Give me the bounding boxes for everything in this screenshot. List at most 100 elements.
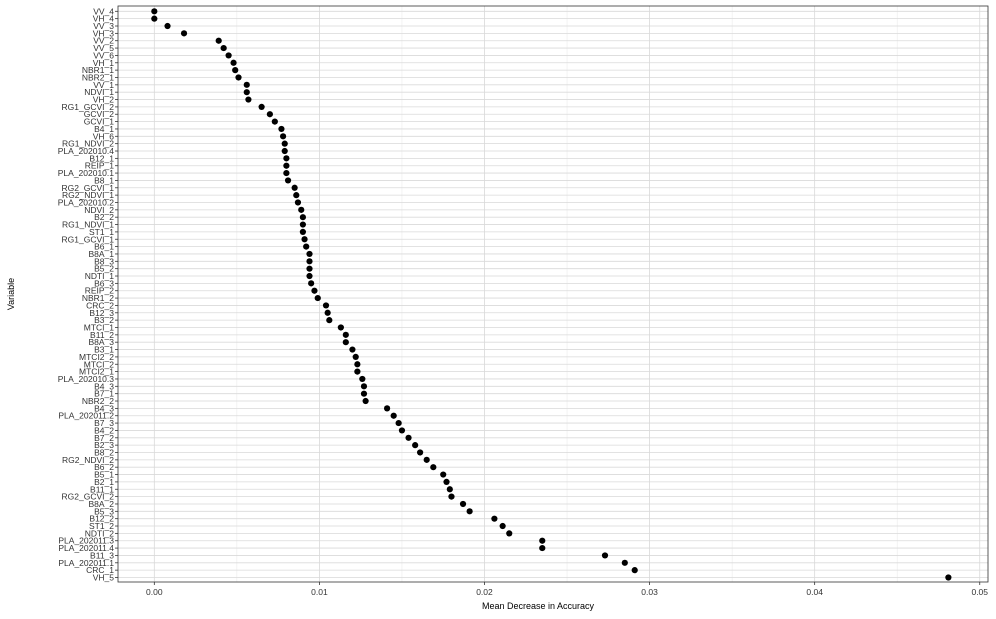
data-point bbox=[945, 574, 952, 581]
data-point bbox=[322, 302, 330, 309]
y-tick-label: VH_4 bbox=[93, 14, 115, 24]
data-point bbox=[258, 103, 265, 110]
data-point bbox=[215, 37, 222, 44]
data-point bbox=[301, 236, 308, 243]
y-tick-label: RG2_NDVI_2 bbox=[62, 455, 114, 465]
data-point bbox=[621, 559, 628, 566]
data-point bbox=[311, 287, 318, 294]
x-tick-label: 0.02 bbox=[476, 587, 493, 597]
data-point bbox=[299, 221, 306, 228]
y-tick-label: VH_3 bbox=[93, 28, 115, 38]
y-tick-label: VH_5 bbox=[93, 573, 115, 583]
data-point bbox=[306, 250, 313, 258]
data-point bbox=[230, 59, 237, 66]
y-tick-label: VV_1 bbox=[93, 80, 114, 90]
data-point bbox=[278, 125, 285, 133]
data-point bbox=[245, 96, 252, 103]
y-tick-label: B7_3 bbox=[94, 418, 114, 428]
data-point bbox=[151, 15, 158, 22]
y-tick-label: B8A_1 bbox=[88, 249, 114, 259]
data-point bbox=[342, 339, 349, 346]
data-point bbox=[283, 155, 290, 162]
data-point bbox=[360, 390, 368, 397]
data-point bbox=[303, 243, 310, 250]
data-point bbox=[539, 544, 546, 552]
y-tick-label: B5_2 bbox=[94, 264, 114, 274]
data-point bbox=[491, 515, 498, 522]
data-point bbox=[417, 449, 424, 456]
data-point bbox=[306, 272, 313, 280]
data-point bbox=[448, 493, 455, 500]
y-tick-label: REIP_2 bbox=[85, 286, 115, 296]
y-tick-label: B12_1 bbox=[89, 153, 114, 163]
y-tick-label: RG2_GCVI_2 bbox=[62, 492, 115, 502]
y-tick-label: B11_1 bbox=[90, 484, 114, 494]
y-tick-label: B8_1 bbox=[94, 175, 114, 185]
y-tick-label: VH_1 bbox=[93, 58, 115, 68]
data-points bbox=[151, 8, 952, 581]
y-tick-label: RG1_NDVI_1 bbox=[62, 220, 114, 230]
x-axis-ticks: 0.00 0.01 0.02 0.03 0.04 0.05 bbox=[146, 582, 988, 597]
y-tick-label: GCVI_2 bbox=[84, 109, 115, 119]
y-tick-label: PLA_202010.2 bbox=[58, 197, 115, 207]
y-tick-label: CRC_1 bbox=[86, 565, 114, 575]
data-point bbox=[352, 353, 359, 361]
y-axis-ticks: VV_4VH_4VV_3VH_3VV_2VV_5VV_6VH_1NBR1_1NB… bbox=[58, 6, 118, 583]
data-point bbox=[283, 169, 290, 177]
data-point bbox=[314, 294, 321, 302]
y-axis-title: Variable bbox=[6, 278, 16, 310]
data-point bbox=[298, 206, 305, 213]
y-tick-label: B2_2 bbox=[94, 212, 114, 222]
data-point bbox=[281, 147, 288, 155]
y-tick-label: PLA_202011.4 bbox=[58, 543, 114, 553]
data-point bbox=[299, 228, 306, 235]
data-point bbox=[440, 471, 447, 478]
data-point bbox=[235, 74, 242, 81]
y-tick-label: MTCI2_1 bbox=[79, 367, 114, 377]
data-point bbox=[326, 317, 333, 324]
y-tick-label: RG2_NDVI_1 bbox=[62, 190, 114, 200]
data-point bbox=[291, 184, 298, 191]
y-tick-label: VH_6 bbox=[93, 131, 115, 141]
grid-major bbox=[118, 6, 988, 582]
y-tick-label: B4_2 bbox=[94, 425, 114, 435]
panel-border bbox=[117, 5, 989, 583]
y-tick-label: B6_3 bbox=[94, 278, 114, 288]
y-tick-label: RG2_GCVI_1 bbox=[62, 183, 115, 193]
data-point bbox=[405, 434, 412, 441]
data-point bbox=[395, 419, 402, 427]
data-point bbox=[383, 405, 391, 412]
y-tick-label: VV_3 bbox=[93, 21, 114, 31]
y-tick-label: B11_3 bbox=[90, 550, 114, 560]
y-tick-label: NDTI_1 bbox=[85, 271, 115, 281]
data-point bbox=[294, 199, 302, 206]
data-point bbox=[499, 522, 506, 530]
y-tick-label: B4_3 bbox=[94, 381, 114, 391]
y-tick-label: PLA_202010.3 bbox=[58, 374, 115, 384]
data-point bbox=[423, 456, 430, 463]
data-point bbox=[412, 442, 419, 449]
y-tick-label: B5_3 bbox=[94, 506, 114, 516]
y-tick-label: B4_1 bbox=[94, 124, 114, 134]
y-tick-label: CRC_2 bbox=[86, 300, 114, 310]
y-tick-label: PLA_202011.2 bbox=[58, 411, 114, 421]
y-tick-label: VV_4 bbox=[93, 6, 114, 16]
y-tick-label: B5_1 bbox=[94, 470, 114, 480]
data-point bbox=[225, 52, 232, 59]
y-tick-label: MTCI_2 bbox=[84, 359, 115, 369]
data-point bbox=[360, 383, 368, 390]
y-tick-label: VH_2 bbox=[93, 95, 115, 105]
data-point bbox=[164, 22, 171, 30]
y-tick-label: B2_3 bbox=[94, 440, 114, 450]
y-tick-label: RG1_GCVI_1 bbox=[62, 234, 115, 244]
y-tick-label: NBR1_1 bbox=[82, 65, 114, 75]
data-point bbox=[306, 265, 313, 272]
y-tick-label: NBR1_2 bbox=[82, 293, 114, 303]
x-tick-label: 0.01 bbox=[311, 587, 328, 597]
data-point bbox=[281, 140, 288, 147]
data-point bbox=[342, 331, 349, 338]
panel-background bbox=[118, 6, 988, 582]
y-tick-label: B7_2 bbox=[94, 433, 114, 443]
y-tick-label: MTCI_1 bbox=[84, 322, 115, 332]
